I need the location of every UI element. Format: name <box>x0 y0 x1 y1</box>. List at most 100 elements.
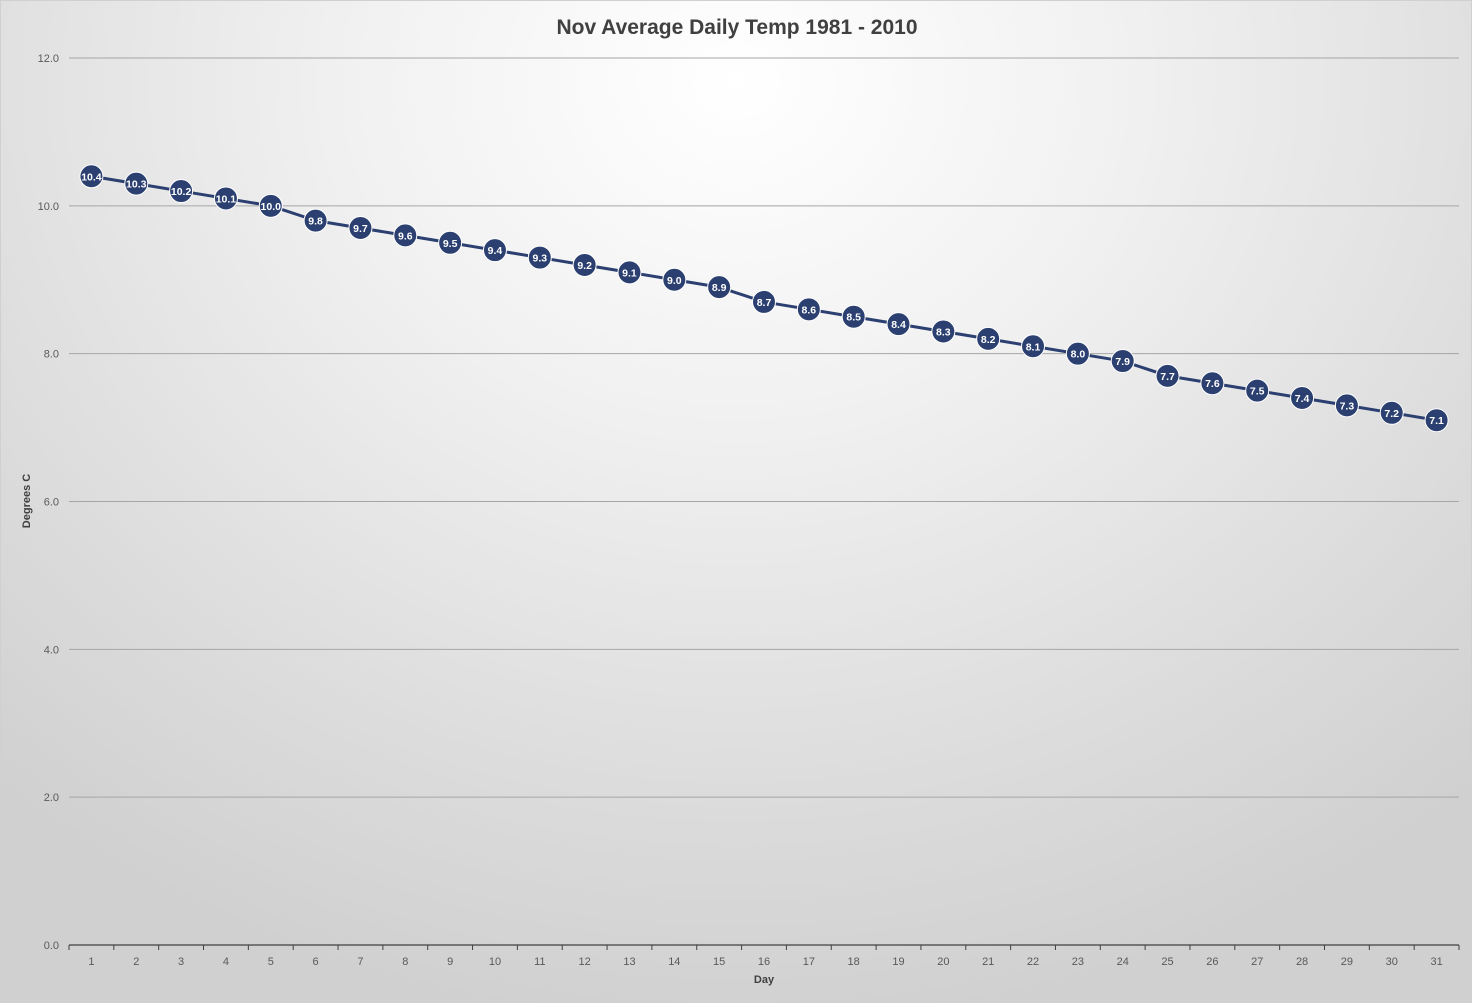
data-point <box>1200 371 1225 396</box>
data-point <box>482 238 507 263</box>
data-label: 8.0 <box>1071 349 1086 361</box>
gridlines <box>69 57 1459 798</box>
y-tick-label: 0.0 <box>44 940 59 952</box>
x-tick-label: 21 <box>982 956 994 968</box>
data-point <box>1110 349 1135 374</box>
data-label: 9.7 <box>353 223 368 235</box>
data-point <box>931 319 956 344</box>
data-label: 10.0 <box>261 201 282 213</box>
data-label: 9.6 <box>398 230 413 242</box>
y-axis-title: Degrees C <box>21 474 33 528</box>
data-point <box>707 275 732 300</box>
x-tick-label: 25 <box>1161 956 1173 968</box>
data-label: 10.1 <box>216 193 237 205</box>
data-point <box>752 289 776 314</box>
x-tick-label: 16 <box>758 956 770 968</box>
data-label: 8.9 <box>712 282 727 294</box>
data-label: 7.2 <box>1384 408 1399 420</box>
data-point <box>258 193 283 218</box>
data-point <box>841 304 866 329</box>
x-tick-label: 11 <box>534 956 545 968</box>
data-label: 8.1 <box>1026 341 1041 353</box>
data-label: 9.4 <box>488 245 503 257</box>
x-tick-label: 5 <box>268 956 274 968</box>
x-tick-label: 23 <box>1072 956 1084 968</box>
data-label: 7.1 <box>1429 415 1444 427</box>
x-tick-label: 15 <box>713 956 725 968</box>
data-point <box>1379 400 1404 425</box>
data-label: 9.2 <box>577 260 592 272</box>
data-label: 8.3 <box>936 326 951 338</box>
data-point <box>796 297 821 322</box>
y-tick-label: 2.0 <box>44 792 59 804</box>
x-tick-label: 7 <box>357 956 363 968</box>
data-point <box>1065 341 1090 366</box>
data-point <box>348 216 373 241</box>
chart-title: Nov Average Daily Temp 1981 - 2010 <box>556 16 917 39</box>
data-label: 9.1 <box>622 267 637 279</box>
x-tick-label: 29 <box>1341 956 1353 968</box>
x-tick-label: 22 <box>1027 956 1039 968</box>
data-point <box>572 252 597 277</box>
x-tick-label: 28 <box>1296 956 1308 968</box>
data-label: 7.7 <box>1160 371 1175 383</box>
x-tick-label: 10 <box>489 956 501 968</box>
x-tick-label: 12 <box>579 956 591 968</box>
data-label: 7.5 <box>1250 386 1265 398</box>
x-tick-label: 9 <box>447 956 453 968</box>
data-point <box>617 260 642 285</box>
data-point <box>124 171 149 196</box>
x-tick-label: 24 <box>1117 956 1129 968</box>
data-label: 9.8 <box>308 216 323 228</box>
data-label: 7.3 <box>1340 400 1355 412</box>
data-point <box>1021 334 1046 359</box>
y-axis: 0.0 2.0 4.0 6.0 8.0 10.0 12.0 <box>38 53 59 952</box>
data-label: 7.9 <box>1115 356 1130 368</box>
data-point <box>527 245 552 270</box>
data-label: 8.6 <box>802 304 817 316</box>
x-tick-label: 19 <box>892 956 904 968</box>
data-label: 10.3 <box>126 179 147 191</box>
x-tick-label: 4 <box>223 956 229 968</box>
data-point <box>393 223 418 248</box>
data-point <box>1245 378 1270 403</box>
x-tick-label: 6 <box>313 956 319 968</box>
data-point <box>1290 386 1315 411</box>
y-tick-label: 12.0 <box>38 53 59 65</box>
x-tick-label: 1 <box>88 956 94 968</box>
data-label: 10.2 <box>171 186 192 198</box>
x-tick-label: 14 <box>668 956 680 968</box>
data-label: 8.5 <box>846 312 861 324</box>
x-tick-label: 20 <box>937 956 949 968</box>
data-label: 7.6 <box>1205 378 1220 390</box>
data-point <box>79 164 104 189</box>
data-point <box>886 312 911 337</box>
x-tick-label: 27 <box>1251 956 1263 968</box>
data-label: 9.5 <box>443 238 458 250</box>
x-tick-label: 30 <box>1386 956 1398 968</box>
data-label: 8.7 <box>757 297 772 309</box>
x-axis: 1 2 3 4 5 6 7 8 9 10 11 12 13 14 15 16 17 18 19 20 21 22 23 24 2… <box>68 944 1460 968</box>
y-tick-label: 6.0 <box>44 497 59 509</box>
data-point <box>1424 408 1449 433</box>
x-tick-label: 17 <box>803 956 815 968</box>
x-tick-label: 8 <box>402 956 408 968</box>
y-tick-label: 10.0 <box>38 201 59 213</box>
data-label: 9.3 <box>533 253 548 265</box>
data-point <box>303 208 328 233</box>
x-tick-label: 13 <box>623 956 635 968</box>
data-markers: 10.4 10.3 10.2 10.1 10.0 9.8 9.7 9.6 9.5 9.4 9.3 9.… <box>79 164 1449 433</box>
y-tick-label: 4.0 <box>44 644 59 656</box>
x-tick-label: 2 <box>133 956 139 968</box>
data-point <box>1155 363 1180 388</box>
x-tick-label: 26 <box>1206 956 1218 968</box>
data-point <box>662 267 687 292</box>
data-label: 8.2 <box>981 334 996 346</box>
data-label: 8.4 <box>891 319 906 331</box>
x-tick-label: 3 <box>178 956 184 968</box>
data-point <box>976 326 1001 351</box>
x-axis-title: Day <box>754 974 775 986</box>
data-point <box>169 179 194 204</box>
